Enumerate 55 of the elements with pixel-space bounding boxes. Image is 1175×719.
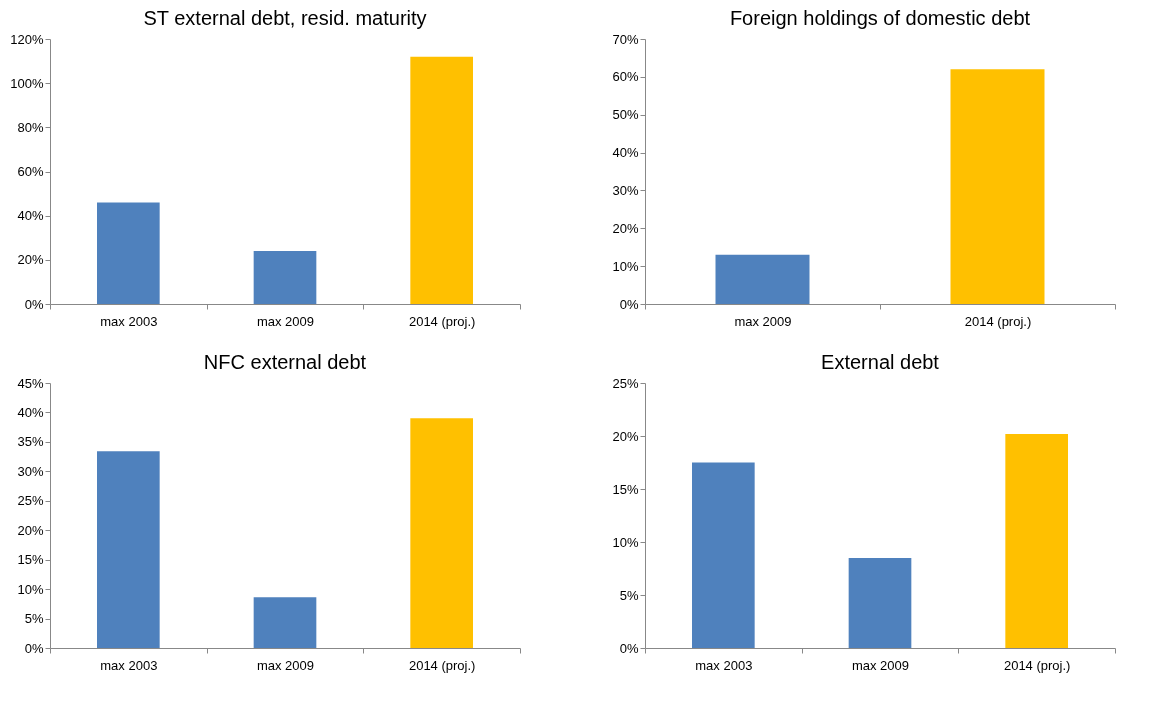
- bar: [253, 251, 317, 304]
- y-tick-label: 80%: [17, 119, 44, 135]
- bar: [97, 202, 160, 304]
- y-tick-label: 60%: [17, 164, 44, 179]
- bar: [410, 418, 473, 648]
- y-tick-label: 40%: [612, 145, 639, 161]
- y-tick-label: 120%: [10, 31, 44, 47]
- bar: [848, 557, 912, 648]
- bar: [410, 56, 473, 304]
- y-tick-label: 5%: [24, 611, 44, 627]
- y-tick-label: 40%: [17, 404, 44, 420]
- y-tick-label: 0%: [24, 640, 44, 656]
- bar: [97, 451, 160, 648]
- chart-title: External debt: [821, 351, 940, 373]
- bar: [1005, 433, 1068, 648]
- x-tick-label: 2014 (proj.): [1003, 657, 1071, 673]
- chart-title: NFC external debt: [203, 351, 367, 373]
- x-tick-label: max 2009: [851, 657, 910, 673]
- y-tick-label: 10%: [612, 258, 639, 274]
- y-tick-label: 0%: [24, 296, 44, 312]
- y-tick-label: 15%: [612, 481, 639, 497]
- x-tick-label: 2014 (proj.): [964, 313, 1032, 329]
- y-tick-label: 20%: [612, 220, 639, 236]
- y-tick-label: 45%: [17, 375, 44, 391]
- chart-title: ST external debt, resid. maturity: [143, 7, 427, 29]
- y-tick-label: 60%: [612, 69, 639, 85]
- x-tick-label: max 2009: [256, 313, 315, 329]
- y-tick-label: 70%: [612, 31, 639, 47]
- y-tick-label: 100%: [10, 75, 44, 91]
- bar: [692, 462, 755, 648]
- x-tick-label: 2014 (proj.): [408, 657, 476, 673]
- y-tick-label: 5%: [619, 587, 639, 603]
- x-tick-label: max 2009: [256, 657, 315, 673]
- x-tick-label: 2014 (proj.): [408, 313, 476, 329]
- y-tick-label: 50%: [612, 107, 639, 123]
- y-tick-label: 0%: [619, 296, 639, 312]
- bar: [253, 597, 317, 648]
- chart-title: Foreign holdings of domestic debt: [729, 7, 1031, 29]
- y-tick-label: 20%: [17, 522, 44, 538]
- y-tick-label: 35%: [17, 434, 44, 450]
- y-tick-label: 10%: [612, 534, 639, 550]
- y-tick-label: 30%: [17, 463, 44, 479]
- y-tick-label: 25%: [17, 493, 44, 509]
- y-tick-label: 20%: [17, 252, 44, 268]
- y-tick-label: 10%: [17, 581, 44, 597]
- x-tick-label: max 2003: [695, 657, 753, 673]
- y-tick-label: 0%: [619, 640, 639, 656]
- x-tick-label: max 2009: [734, 313, 792, 329]
- y-tick-label: 25%: [612, 375, 639, 391]
- y-tick-label: 20%: [612, 428, 639, 444]
- y-tick-label: 15%: [17, 552, 44, 568]
- y-tick-label: 40%: [17, 208, 44, 224]
- x-tick-label: max 2003: [100, 657, 158, 673]
- x-tick-label: max 2003: [100, 313, 158, 329]
- y-tick-label: 30%: [612, 182, 639, 198]
